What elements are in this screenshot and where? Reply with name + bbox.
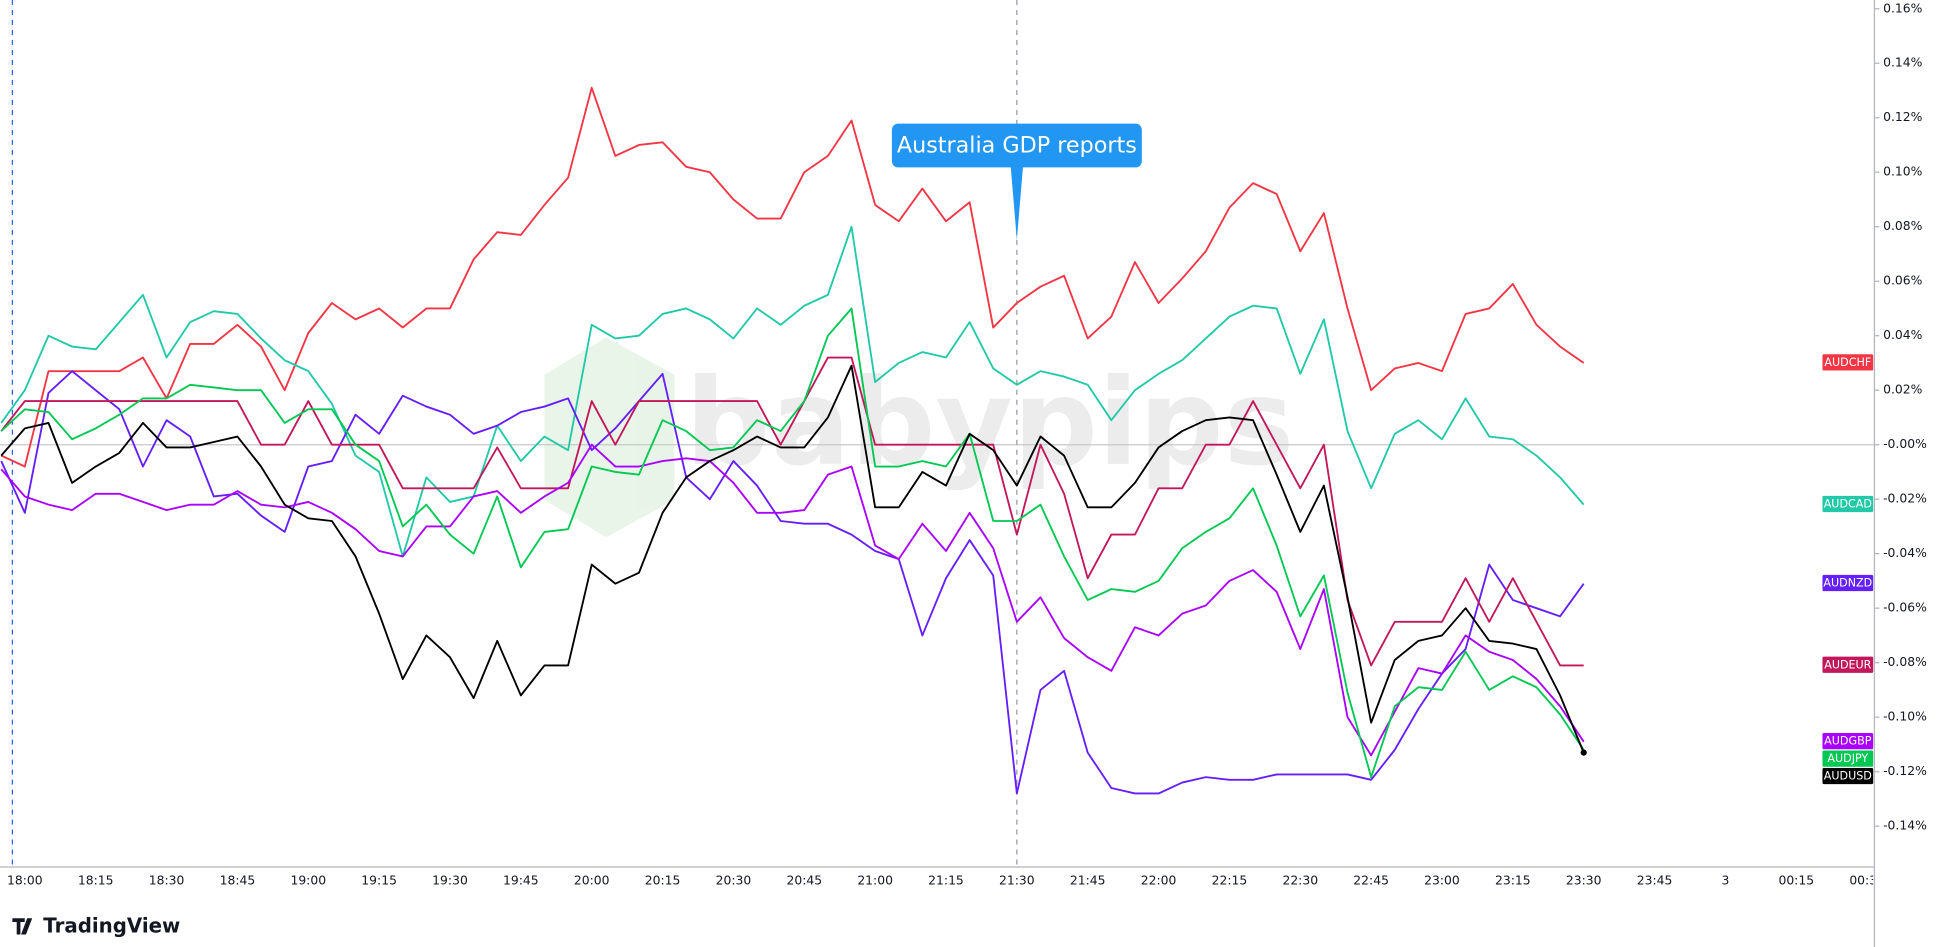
legend-label: AUDEUR <box>1824 658 1871 671</box>
y-tick-label: -0.00% <box>1883 436 1927 451</box>
x-tick-label: 22:15 <box>1212 872 1248 887</box>
x-tick-label: 23:15 <box>1495 872 1531 887</box>
x-tick-label: 19:45 <box>503 872 539 887</box>
series-line <box>0 356 1584 667</box>
x-tick-label: 21:15 <box>928 872 964 887</box>
y-tick-label: 0.08% <box>1883 218 1922 233</box>
x-tick-label: 23:30 <box>1566 872 1602 887</box>
x-tick-label: 22:00 <box>1141 872 1177 887</box>
x-tick-label: 19:00 <box>290 872 326 887</box>
legend-label: AUDNZD <box>1823 577 1872 590</box>
last-point <box>1580 749 1587 756</box>
y-tick-label: -0.10% <box>1883 709 1927 724</box>
y-tick-label: 0.12% <box>1883 109 1922 124</box>
x-tick-label: 21:30 <box>999 872 1035 887</box>
x-tick-label: 18:00 <box>7 872 43 887</box>
series-line <box>0 225 1585 558</box>
series-tags: AUDCHF AUDCAD AUDNZD AUDEUR AUDGBP AUDJPY AUDU… <box>1822 354 1874 785</box>
x-tick-label: 18:15 <box>78 872 114 887</box>
y-tick-label: -0.12% <box>1883 763 1927 778</box>
y-tick-label: -0.06% <box>1883 600 1927 615</box>
x-tick-label: 21:45 <box>1070 872 1106 887</box>
x-tick-label: 22:30 <box>1282 872 1318 887</box>
series-tag <box>1822 656 1874 673</box>
watermark-text: babypips <box>685 353 1294 493</box>
x-tick-label: 21:00 <box>857 872 893 887</box>
y-tick-label: 0.10% <box>1883 164 1922 179</box>
footer-text: TradingView <box>43 914 180 937</box>
x-tick-label: 23:45 <box>1637 872 1673 887</box>
logo-mark <box>12 918 33 935</box>
series-tag <box>1822 750 1874 767</box>
x-tick-label: 22:45 <box>1353 872 1389 887</box>
series-tag <box>1822 574 1874 592</box>
x-tick-label: 20:00 <box>574 872 610 887</box>
series-tag <box>1822 354 1874 371</box>
y-tick-label: 0.06% <box>1883 273 1922 288</box>
series-tag <box>1822 495 1874 513</box>
x-tick-label: 19:15 <box>361 872 397 887</box>
series-line <box>0 443 1585 757</box>
x-tick-label: 00:30 <box>1849 872 1885 887</box>
annotation-pointer <box>1010 166 1024 240</box>
y-tick-label: 0.16% <box>1883 0 1922 15</box>
x-tick-label: 20:30 <box>716 872 752 887</box>
series-line <box>0 307 1585 779</box>
y-tick-label: -0.08% <box>1883 654 1927 669</box>
y-tick-label: 0.04% <box>1883 327 1922 342</box>
x-labels: 18:00 18:15 18:30 18:45 19:00 19:15 19:30 19:45… <box>7 872 1885 887</box>
series-line <box>0 364 1585 753</box>
series-line <box>0 86 1585 468</box>
x-tick-label: 18:30 <box>149 872 185 887</box>
annotation-text: Australia GDP reports <box>897 133 1137 159</box>
y-tick-label: 0.02% <box>1883 382 1922 397</box>
x-tick-label: 00:15 <box>1778 872 1814 887</box>
plot-area <box>0 0 1875 868</box>
x-tick-label: 3 <box>1721 872 1729 887</box>
y-tick-label: -0.04% <box>1883 545 1927 560</box>
watermark-logo <box>544 337 675 538</box>
y-tick-label: -0.14% <box>1883 818 1927 833</box>
series-tag <box>1822 732 1874 750</box>
footer-logo: TradingView <box>12 914 180 938</box>
legend-label: AUDGBP <box>1824 735 1872 748</box>
x-tick-label: 23:00 <box>1424 872 1460 887</box>
y-tick-label: -0.02% <box>1883 491 1927 506</box>
x-tick-label: 20:15 <box>645 872 681 887</box>
legend-label: AUDUSD <box>1824 770 1872 783</box>
series-tag <box>1822 767 1874 785</box>
series-line <box>0 370 1585 795</box>
x-tick-label: 20:45 <box>786 872 822 887</box>
annotation: Australia GDP reports <box>891 123 1142 240</box>
legend-label: AUDCAD <box>1824 498 1872 511</box>
x-tick-label: 19:30 <box>432 872 468 887</box>
legend-label: AUDCHF <box>1824 356 1871 369</box>
x-tick-label: 18:45 <box>220 872 256 887</box>
annotation-box <box>891 123 1142 168</box>
y-tick-label: 0.14% <box>1883 55 1922 70</box>
legend-label: AUDJPY <box>1827 752 1868 765</box>
